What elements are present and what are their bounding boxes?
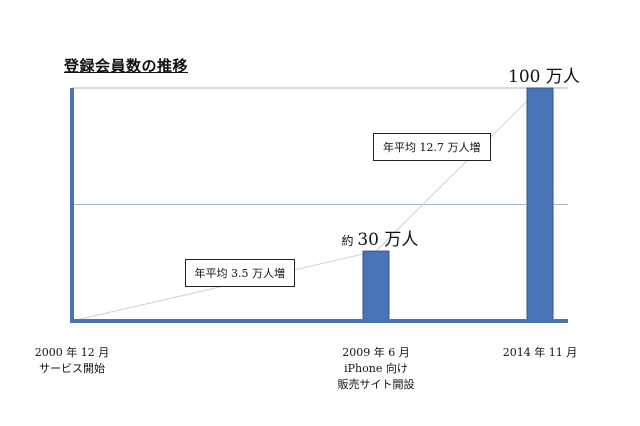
- value-label-1: 約 30 万人: [342, 225, 419, 250]
- value-label-unit: 万人: [384, 230, 419, 251]
- gridlines: [72, 87, 568, 205]
- trend-line-1: [375, 87, 541, 252]
- x-tick-label-0: 2000 年 12 月 サービス開始: [34, 346, 110, 375]
- annotation-callout-1: 年平均 12.7 万人増: [373, 133, 491, 161]
- axes: [70, 88, 568, 323]
- value-label-2: 100 万人: [508, 62, 580, 87]
- value-label-unit: 万人: [545, 67, 580, 87]
- x-tick-label-1: 2009 年 6 月 iPhone 向け 販売サイト開設: [337, 346, 415, 391]
- annotation-callout-0: 年平均 3.5 万人増: [184, 259, 295, 287]
- value-label-prefix: 約: [341, 234, 358, 249]
- bar-2: [526, 87, 554, 322]
- value-label-number: 30: [357, 230, 385, 251]
- chart-title: 登録会員数の推移: [64, 57, 189, 75]
- x-tick-label-2: 2014 年 11 月: [502, 346, 578, 359]
- bar-1: [362, 250, 390, 322]
- value-label-number: 100: [508, 67, 546, 87]
